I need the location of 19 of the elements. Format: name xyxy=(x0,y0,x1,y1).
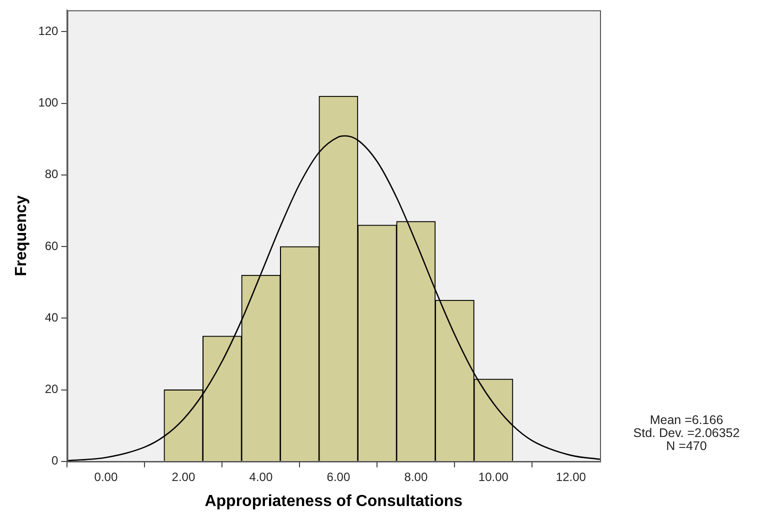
text: Std. Dev. =2.06352 xyxy=(632,426,741,440)
x-tick-label: 4.00 xyxy=(249,470,273,484)
x-tick-label: 6.00 xyxy=(326,470,350,484)
x-axis-title: Appropriateness of Consultations xyxy=(204,492,463,510)
y-axis-title: Frequency xyxy=(13,195,30,276)
x-tick-label: 10.00 xyxy=(478,470,509,484)
y-tick-label: 40 xyxy=(44,310,59,324)
y-tick-label: 20 xyxy=(44,382,59,396)
y-tick-label: 0 xyxy=(52,454,59,468)
x-tick-label: 12.00 xyxy=(556,470,586,484)
y-tick-label: 120 xyxy=(38,24,59,38)
x-tick-label: 8.00 xyxy=(404,470,428,484)
y-tick-label: 60 xyxy=(44,238,59,253)
x-tick-label: 2.00 xyxy=(172,470,196,484)
x-tick-label: 0.00 xyxy=(94,470,118,484)
y-tick-label: 80 xyxy=(44,167,59,182)
text: N =470 xyxy=(665,439,708,453)
y-tick-label: 100 xyxy=(38,96,59,110)
text: Mean =6.166 xyxy=(648,413,724,427)
